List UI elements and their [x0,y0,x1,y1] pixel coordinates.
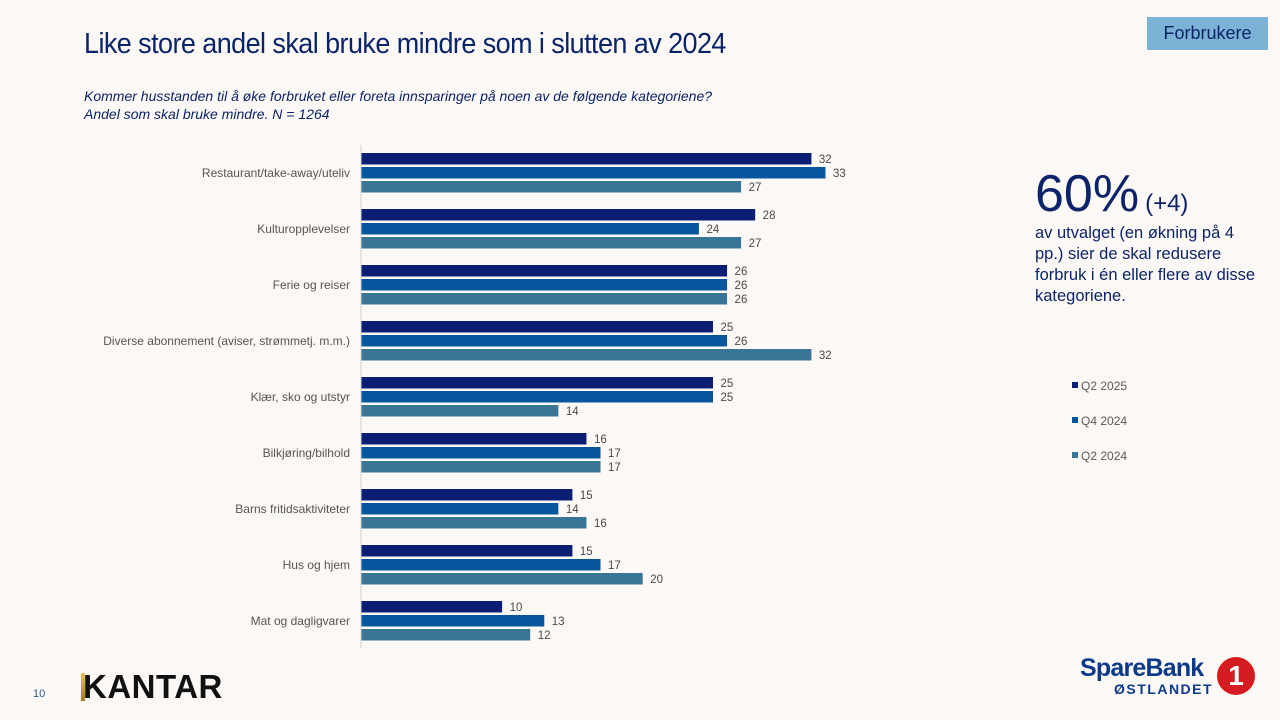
category-label-ferie-og-reiser: Ferie og reiser [273,278,350,292]
value-label-restaurant-take-away-uteliv-q4-2024: 33 [833,168,846,180]
category-label-kl-r-sko-og-utstyr: Klær, sko og utstyr [251,390,350,404]
subtitle: Kommer husstanden til å øke forbruket el… [84,87,712,123]
value-label-hus-og-hjem-q2-2025: 15 [580,546,593,558]
value-label-bilkj-ring-bilhold-q2-2024: 17 [608,462,621,474]
value-label-kulturopplevelser-q2-2025: 28 [763,210,776,222]
bar-bilkj-ring-bilhold-q2-2024 [361,461,601,473]
value-label-ferie-og-reiser-q2-2025: 26 [735,266,748,278]
legend-label-q2-2024: Q2 2024 [1081,449,1127,463]
value-label-barns-fritidsaktiviteter-q4-2024: 14 [566,504,579,516]
category-label-hus-og-hjem: Hus og hjem [283,558,350,572]
bar-hus-og-hjem-q2-2025 [361,545,573,557]
sparebank-logo-mark: 1 [1217,657,1255,695]
category-label-barns-fritidsaktiviteter: Barns fritidsaktiviteter [235,502,350,516]
category-label-restaurant-take-away-uteliv: Restaurant/take-away/uteliv [202,166,350,180]
legend-swatch-q2-2025 [1072,382,1078,388]
bar-mat-og-dagligvarer-q2-2025 [361,601,503,613]
key-stat-description: av utvalget (en økning på 4 pp.) sier de… [1035,224,1256,305]
bar-diverse-abonnement-aviser-str-mmetj-m-m-q2-2025 [361,321,713,333]
value-label-bilkj-ring-bilhold-q4-2024: 17 [608,448,621,460]
bar-diverse-abonnement-aviser-str-mmetj-m-m-q4-2024 [361,335,728,347]
bar-hus-og-hjem-q4-2024 [361,559,601,571]
kantar-logo-accent [81,673,85,701]
legend: Q2 2025 Q4 2024 Q2 2024 [1072,379,1127,463]
page-title: Like store andel skal bruke mindre som i… [84,28,726,60]
value-label-kl-r-sko-og-utstyr-q2-2025: 25 [721,378,734,390]
legend-swatch-q4-2024 [1072,417,1078,423]
bar-mat-og-dagligvarer-q2-2024 [361,629,531,641]
subtitle-sample: Andel som skal bruke mindre. N = 1264 [84,106,330,122]
bar-diverse-abonnement-aviser-str-mmetj-m-m-q2-2024 [361,349,812,361]
bar-bilkj-ring-bilhold-q2-2025 [361,433,587,445]
bar-restaurant-take-away-uteliv-q2-2024 [361,181,742,193]
value-label-barns-fritidsaktiviteter-q2-2025: 15 [580,490,593,502]
bar-kl-r-sko-og-utstyr-q4-2024 [361,391,713,403]
value-label-ferie-og-reiser-q4-2024: 26 [735,280,748,292]
page-number: 10 [33,688,46,700]
bar-kulturopplevelser-q2-2025 [361,209,756,221]
value-label-kulturopplevelser-q2-2024: 27 [749,238,762,250]
value-label-kl-r-sko-og-utstyr-q2-2024: 14 [566,406,579,418]
sparebank-logo-name: SpareBank [1080,654,1204,682]
value-label-restaurant-take-away-uteliv-q2-2025: 32 [819,154,832,166]
value-label-diverse-abonnement-aviser-str-mmetj-m-m-q2-2024: 32 [819,350,832,362]
bar-barns-fritidsaktiviteter-q2-2025 [361,489,573,501]
value-label-hus-og-hjem-q2-2024: 20 [650,574,663,586]
value-label-mat-og-dagligvarer-q4-2024: 13 [552,616,565,628]
bar-kl-r-sko-og-utstyr-q2-2024 [361,405,559,417]
value-label-barns-fritidsaktiviteter-q2-2024: 16 [594,518,607,530]
kantar-logo: KANTAR [81,668,223,706]
bar-bilkj-ring-bilhold-q4-2024 [361,447,601,459]
bar-kl-r-sko-og-utstyr-q2-2025 [361,377,713,389]
bar-barns-fritidsaktiviteter-q4-2024 [361,503,559,515]
bar-ferie-og-reiser-q4-2024 [361,279,728,291]
bar-mat-og-dagligvarer-q4-2024 [361,615,545,627]
key-stat-delta: (+4) [1145,190,1189,217]
category-label-bilkj-ring-bilhold: Bilkjøring/bilhold [263,446,350,460]
key-stat-value: 60% [1035,165,1140,223]
legend-swatch-q2-2024 [1072,452,1078,458]
value-label-restaurant-take-away-uteliv-q2-2024: 27 [749,182,762,194]
subtitle-question: Kommer husstanden til å øke forbruket el… [84,88,713,104]
value-label-bilkj-ring-bilhold-q2-2025: 16 [594,434,607,446]
bar-ferie-og-reiser-q2-2024 [361,293,728,305]
value-label-mat-og-dagligvarer-q2-2024: 12 [538,630,551,642]
value-label-mat-og-dagligvarer-q2-2025: 10 [510,602,523,614]
key-stat-callout: 60% (+4) av utvalget (en økning på 4 pp.)… [1035,165,1265,307]
bars-group [361,153,826,641]
category-label-mat-og-dagligvarer: Mat og dagligvarer [251,614,350,628]
legend-label-q4-2024: Q4 2024 [1081,414,1127,428]
value-label-diverse-abonnement-aviser-str-mmetj-m-m-q2-2025: 25 [721,322,734,334]
bar-ferie-og-reiser-q2-2025 [361,265,728,277]
value-label-diverse-abonnement-aviser-str-mmetj-m-m-q4-2024: 26 [735,336,748,348]
value-label-ferie-og-reiser-q2-2024: 26 [735,294,748,306]
kantar-logo-text: KANTAR [83,668,223,705]
bar-restaurant-take-away-uteliv-q4-2024 [361,167,826,179]
bar-barns-fritidsaktiviteter-q2-2024 [361,517,587,529]
bar-hus-og-hjem-q2-2024 [361,573,643,585]
bar-kulturopplevelser-q2-2024 [361,237,742,249]
bar-restaurant-take-away-uteliv-q2-2025 [361,153,812,165]
value-label-kl-r-sko-og-utstyr-q4-2024: 25 [721,392,734,404]
legend-label-q2-2025: Q2 2025 [1081,379,1127,393]
sparebank-logo: SpareBank ØSTLANDET 1 [1080,654,1255,697]
segment-badge: Forbrukere [1147,17,1268,50]
category-label-diverse-abonnement-aviser-str-mmetj-m-m: Diverse abonnement (aviser, strømmetj. m… [103,334,350,348]
category-label-kulturopplevelser: Kulturopplevelser [257,222,350,236]
sparebank-logo-region: ØSTLANDET [1114,681,1214,697]
labels-group: Restaurant/take-away/uteliv323327Kulturo… [103,154,846,642]
value-label-kulturopplevelser-q4-2024: 24 [706,224,719,236]
value-label-hus-og-hjem-q4-2024: 17 [608,560,621,572]
bar-kulturopplevelser-q4-2024 [361,223,699,235]
